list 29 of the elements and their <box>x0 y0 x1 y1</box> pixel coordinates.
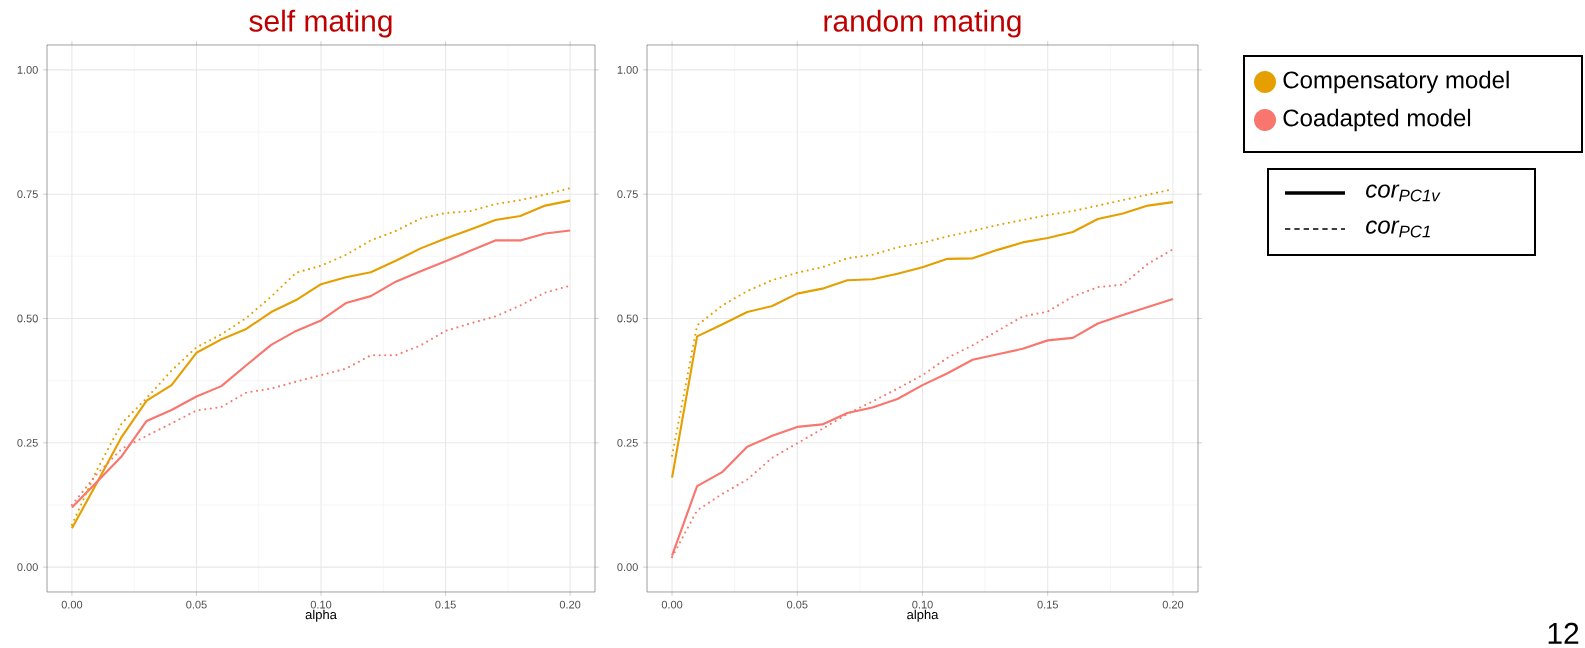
y-tick-label: 0.00 <box>617 563 638 572</box>
x-tick-label: 0.10 <box>310 600 332 609</box>
legend-label: Compensatory model <box>1283 70 1509 94</box>
x-tick-label: 0.10 <box>912 600 933 609</box>
x-axis-title: alpha <box>305 609 337 622</box>
x-tick-label: 0.05 <box>186 600 207 609</box>
text: 12 <box>1548 622 1579 644</box>
y-tick-label: 0.75 <box>617 190 638 199</box>
chart-title: random mating <box>824 9 1021 38</box>
x-tick-label: 0.00 <box>61 600 83 609</box>
chart-title: self mating <box>249 9 392 38</box>
x-tick-label: 0.15 <box>435 600 456 609</box>
x-tick-label: 0.20 <box>1162 600 1184 609</box>
x-tick-label: 0.00 <box>661 600 683 609</box>
y-tick-label: 0.75 <box>17 190 38 199</box>
y-tick-label: 0.00 <box>17 563 38 572</box>
y-tick-label: 0.50 <box>617 314 638 323</box>
x-tick-label: 0.05 <box>787 600 808 609</box>
x-axis-title: alpha <box>907 609 939 622</box>
text: cor$_{PC1}$ <box>1366 220 1430 238</box>
text: cor$_{PC1v}$ <box>1366 184 1441 202</box>
y-tick-label: 0.25 <box>17 438 38 447</box>
y-tick-label: 1.00 <box>17 65 38 74</box>
x-tick-label: 0.20 <box>559 600 581 609</box>
legend-label: Coadapted model <box>1283 108 1471 132</box>
y-tick-label: 1.00 <box>617 65 638 74</box>
x-tick-label: 0.15 <box>1037 600 1058 609</box>
y-tick-label: 0.50 <box>17 314 38 323</box>
y-tick-label: 0.25 <box>617 438 638 447</box>
